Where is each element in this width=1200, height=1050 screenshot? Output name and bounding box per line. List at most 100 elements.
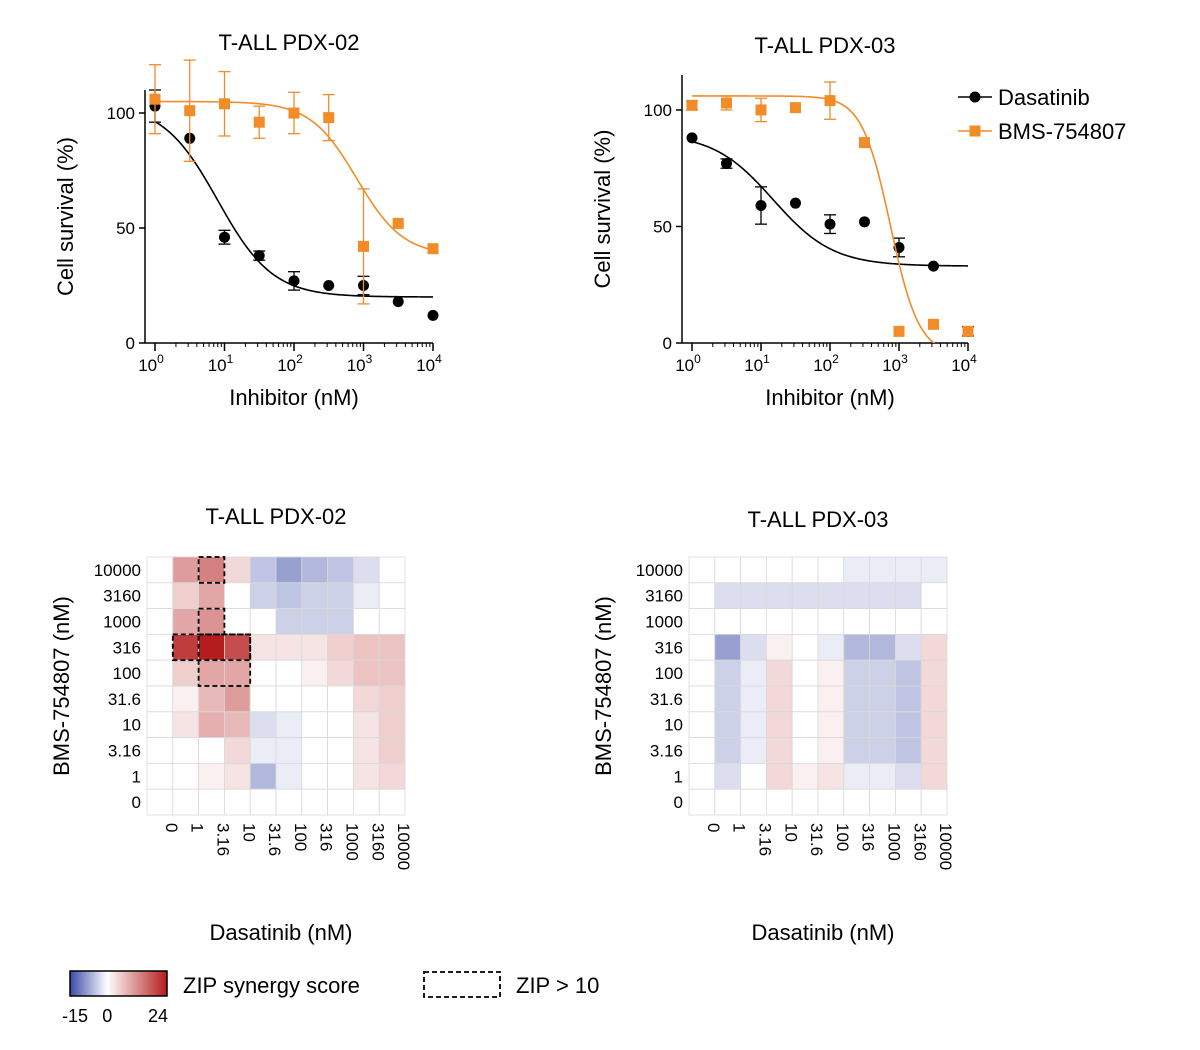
data-point [858, 216, 870, 228]
x-tick-label: 104 [951, 352, 977, 375]
heatmap-cell [895, 737, 922, 764]
data-point [686, 132, 698, 144]
heatmap-cell [920, 608, 948, 635]
heatmap-cell [817, 659, 845, 687]
heatmap-cell [223, 737, 251, 764]
heatmap-cell [198, 763, 225, 790]
zip-legend: ZIP > 10 [423, 971, 599, 998]
heatmap-cell [740, 685, 767, 713]
y-axis-label: Cell survival (%) [53, 137, 78, 296]
data-point [392, 217, 404, 229]
heatmap-cell [198, 685, 225, 713]
heatmap-cell [378, 608, 406, 635]
x-category-label: 10 [239, 823, 258, 842]
heatmap-cell [869, 608, 896, 635]
heatmap-cell [352, 711, 380, 738]
x-tick-exponent: 0 [157, 352, 164, 366]
heatmap-cell [766, 659, 793, 687]
x-tick-label: 104 [416, 352, 442, 375]
x-tick-base: 10 [882, 356, 901, 375]
heatmap-cell [740, 711, 767, 738]
x-tick-label: 101 [744, 352, 770, 375]
heatmap-cell [895, 556, 922, 584]
heatmap-cell [301, 711, 328, 738]
zip-legend-label: ZIP > 10 [516, 973, 599, 998]
legend-marker [969, 125, 981, 137]
heatmap-cell [869, 556, 896, 584]
heatmap-cell [895, 763, 922, 790]
heatmap-cell [378, 659, 406, 687]
heatmap-cell [223, 634, 251, 661]
heatmap-cell [817, 634, 845, 661]
heatmap-cell [249, 634, 277, 661]
heatmap-cell [249, 608, 277, 635]
heatmap-cell [740, 608, 767, 635]
x-tick-label: 102 [277, 352, 303, 375]
heatmap-cell [920, 659, 948, 687]
x-category-label: 100 [833, 823, 852, 851]
colorbar-mid-label: 0 [102, 1006, 112, 1026]
x-tick-label: 103 [882, 352, 908, 375]
heatmap-cell [275, 634, 303, 661]
heatmap-cell [275, 737, 303, 764]
y-category-label: 3.16 [650, 742, 683, 761]
heatmap-cell [714, 763, 741, 790]
legend-label: Dasatinib [998, 85, 1090, 110]
zip-legend-box [423, 971, 501, 998]
data-point [323, 280, 335, 291]
x-category-label: 100 [291, 823, 310, 851]
heatmap-cell [895, 659, 922, 687]
heatmap-cell [352, 763, 380, 790]
heatmap-cell [740, 737, 767, 764]
x-tick-base: 10 [813, 356, 832, 375]
data-point [219, 98, 230, 110]
heatmap-cell [223, 711, 251, 738]
x-category-label: 10 [781, 823, 800, 842]
y-category-label: 1000 [645, 613, 683, 632]
heatmap-cell [275, 556, 303, 584]
heatmap-cell [146, 737, 174, 764]
heatmap-cell [198, 788, 225, 816]
heatmap-cell [172, 737, 200, 764]
heatmap-cell [198, 711, 225, 738]
heatmap-cell [223, 763, 251, 790]
chart-title: T-ALL PDX-02 [218, 30, 359, 55]
heatmap-cell [920, 556, 948, 584]
heatmap-cell [740, 763, 767, 790]
heatmap-cell [275, 582, 303, 609]
y-category-label: 31.6 [650, 690, 683, 709]
x-tick-base: 10 [416, 356, 435, 375]
heatmap-cell [869, 659, 896, 687]
heatmap-cell [146, 788, 174, 816]
heatmap-cell [843, 634, 870, 661]
heatmap-cell [172, 685, 200, 713]
heatmap-cell [766, 582, 793, 609]
x-tick-exponent: 1 [763, 352, 770, 366]
heatmap-cell [740, 788, 767, 816]
colorbar-legend: ZIP synergy score -15 0 24 [62, 970, 360, 1026]
heatmap-cell [249, 659, 277, 687]
data-point [789, 102, 801, 114]
data-point [962, 325, 974, 337]
x-tick-exponent: 3 [901, 352, 908, 366]
heatmap-cell [714, 737, 741, 764]
fit-curve [691, 140, 969, 267]
series-dasatinib [686, 132, 974, 337]
y-category-label: 10 [664, 716, 683, 735]
heatmap-cell [249, 685, 277, 713]
heatmap-cell [223, 556, 251, 584]
x-axis-label: Dasatinib (nM) [751, 920, 894, 945]
x-tick-exponent: 4 [970, 352, 977, 366]
heatmap-cell [817, 737, 845, 764]
heatmap-cell [275, 608, 303, 635]
heatmap-cell [766, 608, 793, 635]
heatmap-cell [198, 582, 225, 609]
heatmap-cell [249, 582, 277, 609]
heatmap-cell [301, 788, 328, 816]
heatmap-cell [378, 685, 406, 713]
data-point [427, 243, 439, 255]
heatmap-cell [766, 737, 793, 764]
heatmap-cell [172, 556, 200, 584]
heatmap-cell [378, 763, 406, 790]
y-tick-label: 50 [653, 217, 672, 236]
